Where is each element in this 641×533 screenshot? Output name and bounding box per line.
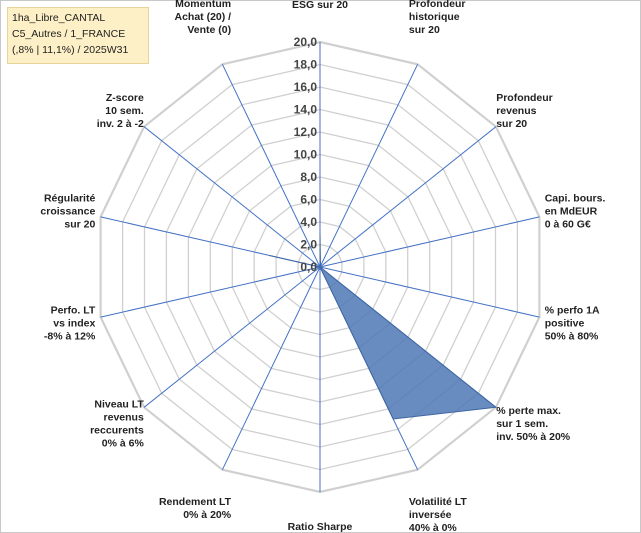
info-box: 1ha_Libre_CANTAL C5_Autres / 1_FRANCE (,…: [7, 7, 149, 64]
tick-label: 2,0: [300, 238, 317, 252]
tick-label: 0,0: [300, 260, 317, 274]
info-title: 1ha_Libre_CANTAL: [12, 12, 106, 24]
axis-label: % perfo 1A positive 50% à 80%: [545, 304, 600, 342]
axis-label: NoteESG sur 20: [292, 0, 348, 11]
axis-label: % perte max. sur 1 sem. inv. 50% à 20%: [496, 405, 571, 443]
axis-label: Perfo. LT vs index -8% à 12%: [44, 304, 96, 342]
axis-label: Momentum Achat (20) / Vente (0): [174, 0, 231, 36]
tick-label: 10,0: [294, 148, 318, 162]
radar-series: [269, 233, 498, 420]
axis-label: Capi. bours. en MdEUR 0 à 60 G€: [545, 193, 606, 231]
axis-label: Niveau LT revenus reccurents 0% à 6%: [90, 399, 144, 450]
tick-label: 6,0: [300, 193, 317, 207]
axis-label: Volatilité LT inversée 40% à 0%: [409, 496, 468, 533]
tick-label: 20,0: [294, 35, 318, 49]
radial-tick-labels: 0,0 2,0 4,0 6,0 8,0 10,0 12,0 14,0 16,0 18,0 20,0: [294, 35, 318, 274]
tick-label: 16,0: [294, 80, 318, 94]
radar-spoke: [221, 266, 321, 470]
axis-label: Ratio Sharpe0 à 1: [288, 521, 353, 533]
axis-label: Z-score 10 sem. inv. 2 à -2: [97, 92, 144, 130]
info-category: C5_Autres / 1_FRANCE: [12, 28, 126, 40]
radar-spoke: [319, 126, 497, 268]
axis-label: Régularité croissance sur 20: [40, 193, 95, 231]
axis-label: Rendement LT 0% à 20%: [159, 496, 232, 521]
tick-label: 18,0: [294, 58, 318, 72]
axis-label: Profondeur revenus sur 20: [496, 92, 553, 130]
tick-label: 14,0: [294, 103, 318, 117]
axis-label: Profondeur historique sur 20: [409, 0, 466, 36]
data-area: [269, 233, 498, 420]
tick-label: 4,0: [300, 215, 317, 229]
radar-spoke: [143, 266, 321, 408]
tick-label: 8,0: [300, 170, 317, 184]
info-period: (,8% | 11,1%) / 2025W31: [12, 44, 129, 56]
radar-spoke: [319, 216, 540, 268]
radar-spoke: [143, 126, 321, 268]
radar-spoke: [221, 64, 321, 268]
radar-spoke: [100, 266, 321, 318]
radar-spoke: [319, 64, 419, 268]
tick-label: 12,0: [294, 125, 318, 139]
radar-spoke: [319, 266, 540, 318]
